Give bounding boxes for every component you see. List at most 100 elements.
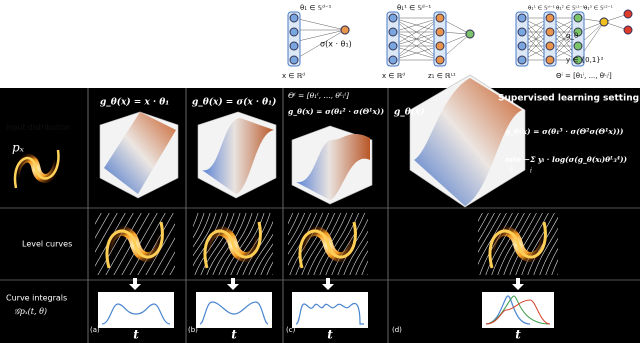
level-line [193, 213, 211, 248]
level-panel [193, 213, 273, 275]
axis-label: t [515, 328, 521, 342]
formula: g_θ(x) = σ(θ₁² · σ(Θ¹x)) [288, 107, 384, 116]
level-line [193, 213, 217, 257]
panel-label: (c) [286, 326, 296, 334]
row-label: Input distribution [6, 123, 71, 132]
panel-label: (d) [392, 326, 402, 334]
node [545, 41, 555, 51]
edge [392, 31, 441, 61]
level-line [230, 213, 265, 275]
formula: g_θ(x) = x · θ₁ [100, 97, 169, 108]
net-label: y ∈ {0,1}² [566, 56, 604, 64]
node [435, 41, 445, 51]
layer-box [515, 11, 529, 67]
level-line [129, 213, 166, 275]
level-line [545, 248, 558, 275]
node [623, 25, 633, 35]
level-line [331, 213, 366, 275]
node [435, 13, 445, 23]
panel-label: (b) [188, 326, 198, 334]
level-line [491, 213, 525, 275]
level-line [105, 213, 142, 275]
layer-box [386, 11, 400, 67]
row-label: Level curves [22, 240, 72, 249]
node [517, 55, 527, 65]
level-line [97, 213, 134, 275]
layer-box [287, 11, 301, 67]
layer-box [543, 11, 557, 67]
node [289, 41, 299, 51]
node [388, 41, 398, 51]
level-line [515, 213, 549, 275]
density [105, 221, 164, 269]
arrow [227, 278, 239, 290]
net-label: x ∈ ℝᵈ [382, 72, 405, 80]
net-label: x ∈ ℝᵈ [282, 72, 305, 80]
level-panel [478, 213, 558, 275]
net-label: θ₁ ∈ 𝕊ᵈ⁻¹ [300, 4, 332, 12]
level-line [478, 213, 501, 253]
plot-box [196, 292, 272, 328]
level-line [153, 237, 175, 275]
loss: min −Σ yᵢ · log(σ(g_θ(xᵢ)θᴸ₃⁴)) [505, 155, 628, 164]
node [623, 9, 633, 19]
node [340, 25, 350, 35]
surface [202, 118, 274, 194]
level-line [288, 213, 300, 236]
edge [392, 17, 441, 33]
formula: g_θ(x) [394, 107, 425, 118]
edge [293, 29, 346, 61]
node [388, 13, 398, 23]
node [517, 41, 527, 51]
level-line [224, 213, 259, 275]
surface [414, 78, 522, 206]
networks [287, 9, 633, 67]
level-line [206, 213, 241, 275]
node [573, 55, 583, 65]
curve [485, 295, 531, 325]
layer-box [571, 11, 585, 67]
level-line [161, 251, 175, 275]
level-line [497, 213, 531, 275]
plot-box [292, 292, 368, 328]
level-curves [95, 213, 558, 290]
node [435, 27, 445, 37]
node [388, 55, 398, 65]
level-line [266, 261, 273, 275]
layer-box [433, 11, 447, 67]
level-line [169, 265, 175, 275]
level-line [194, 213, 229, 275]
axis-label: t [327, 328, 333, 342]
net-label: θ₁¹ ∈ 𝕊ᵈ⁻¹ [397, 4, 431, 12]
node [388, 27, 398, 37]
node [545, 55, 555, 65]
level-line [319, 213, 354, 275]
curve [485, 295, 551, 325]
node [599, 17, 609, 27]
heading: Supervised learning setting [498, 94, 639, 104]
level-line [193, 213, 205, 239]
axis-label: t [133, 328, 139, 342]
net-label: θ₁³ ∈ 𝕊ᴸ²⁻¹ [584, 5, 613, 12]
level-line [551, 259, 558, 275]
net-label: σ(x · θ₁) [320, 40, 352, 49]
integrals [98, 292, 554, 328]
node [517, 27, 527, 37]
edge [293, 17, 346, 31]
node [545, 27, 555, 37]
density [13, 149, 60, 189]
level-line [260, 252, 273, 275]
level-line [95, 213, 118, 253]
node [573, 27, 583, 37]
edge [293, 29, 346, 43]
level-panel [95, 213, 175, 275]
level-panel [288, 213, 368, 275]
density [203, 221, 262, 269]
density [488, 221, 547, 269]
arrow [129, 278, 141, 290]
node [289, 13, 299, 23]
level-line [288, 213, 312, 255]
curve [295, 302, 364, 325]
net-label: z₁ ∈ ℝᴸ¹ [428, 72, 456, 80]
